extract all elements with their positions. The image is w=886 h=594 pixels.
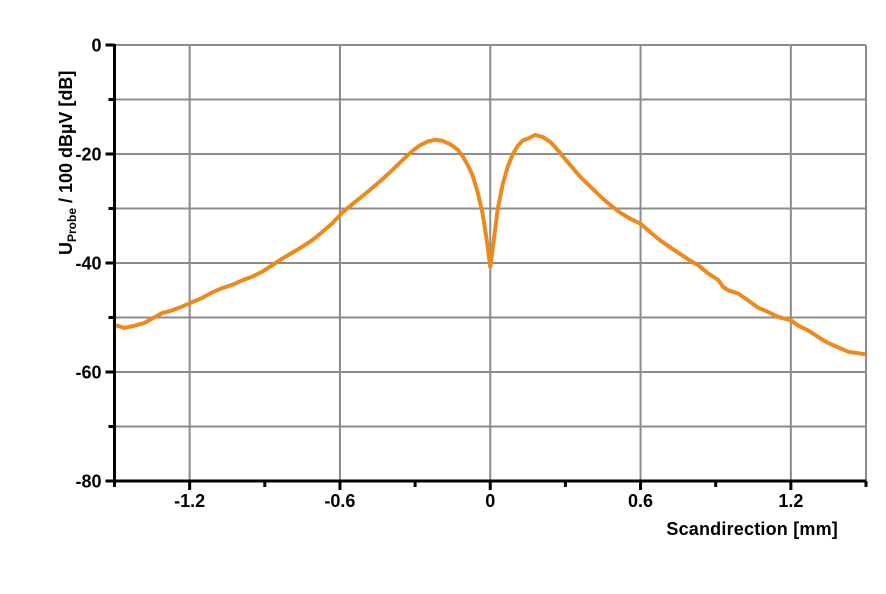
y-tick-label: -80 <box>75 472 101 492</box>
y-tick-label: -20 <box>75 145 101 165</box>
x-tick-label: -0.6 <box>324 491 355 511</box>
data-series-line <box>115 132 866 356</box>
y-axis-title-units: / 100 dBµV [dB] <box>56 70 76 208</box>
y-tick-label: 0 <box>91 36 101 56</box>
x-tick-label: 1.2 <box>778 491 803 511</box>
y-axis-title-symbol: U <box>56 242 76 255</box>
x-tick-label: -1.2 <box>174 491 205 511</box>
y-tick-label: -40 <box>75 254 101 274</box>
x-axis-title: Scandirection [mm] <box>666 519 838 539</box>
x-tick-label: 0.6 <box>628 491 653 511</box>
x-tick-label: 0 <box>485 491 495 511</box>
y-tick-label: -60 <box>75 363 101 383</box>
y-axis-title: UProbe / 100 dBµV [dB] <box>56 71 79 255</box>
y-axis-title-subscript: Probe <box>65 207 79 242</box>
